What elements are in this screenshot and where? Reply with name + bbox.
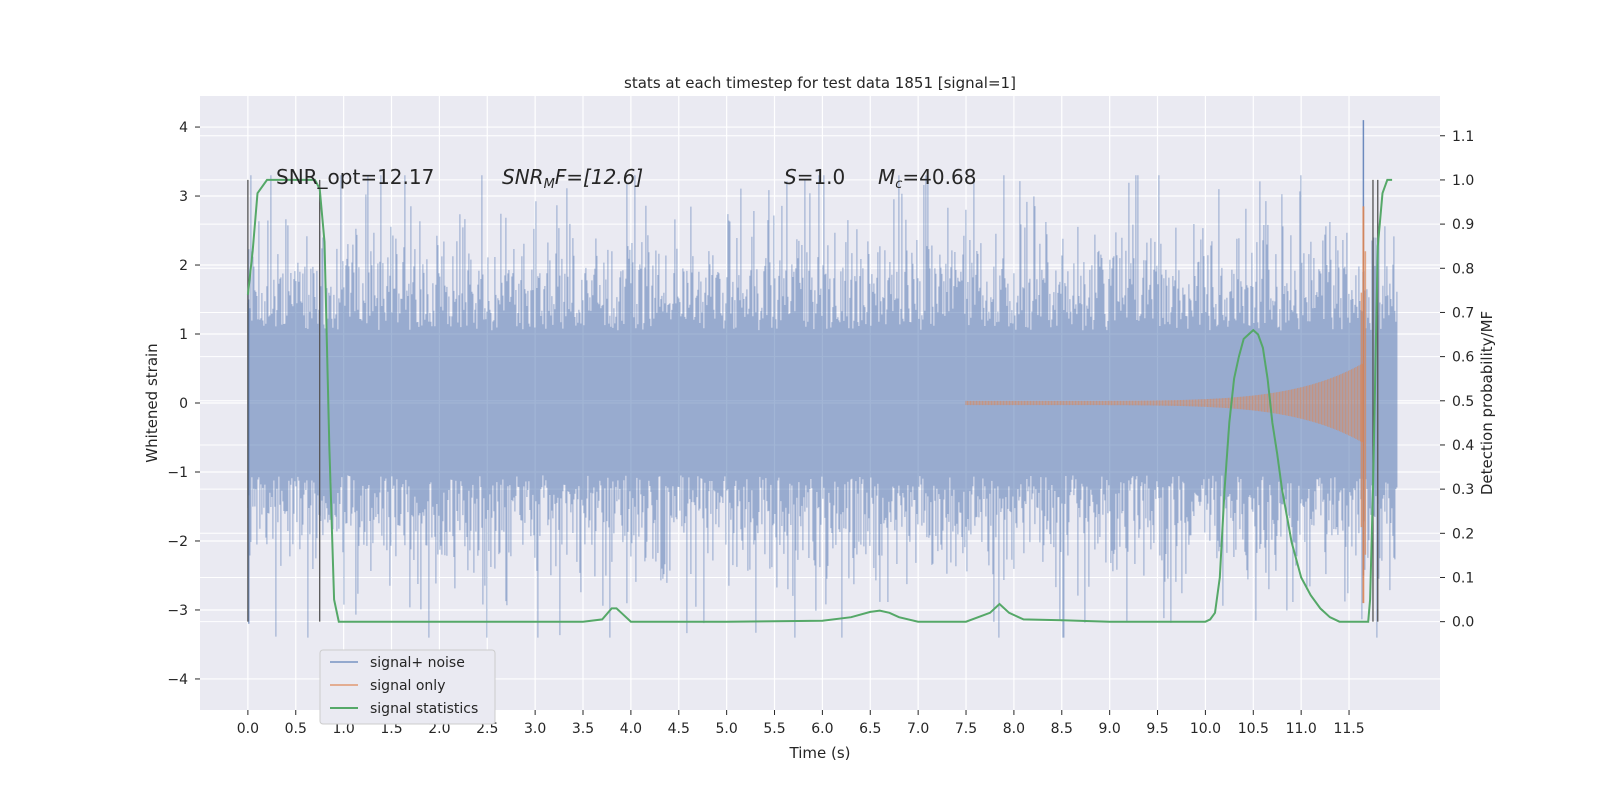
y-tick-label: 1 (179, 327, 188, 343)
y2-tick-label: 0.5 (1452, 394, 1474, 410)
y2-tick-label: 0.0 (1452, 615, 1474, 631)
x-tick-label: 10.5 (1238, 721, 1269, 737)
x-tick-label: 7.0 (907, 721, 929, 737)
x-tick-label: 0.5 (285, 721, 307, 737)
y-tick-label: 2 (179, 258, 188, 274)
y-tick-label: −1 (167, 465, 188, 481)
signal-noise-series (247, 120, 1398, 638)
x-tick-label: 11.0 (1286, 721, 1317, 737)
y2-tick-label: 0.8 (1452, 261, 1474, 277)
annotation-mc: Mc=40.68 (878, 165, 976, 192)
y-axis-ticks: 4 3 2 1 0 −1 −2 −3 −4 (167, 120, 200, 688)
x-tick-label: 4.5 (668, 721, 690, 737)
x-tick-label: 1.5 (380, 721, 402, 737)
legend: signal+ noise signal only signal statist… (319, 649, 496, 725)
y-tick-label: −2 (167, 534, 188, 550)
x-tick-label: 8.5 (1051, 721, 1073, 737)
signal-statistics-line (246, 178, 1393, 623)
x-tick-label: 6.0 (811, 721, 833, 737)
x-tick-label: 9.0 (1099, 721, 1121, 737)
y-axis-title: Whitened strain (143, 343, 161, 462)
x-tick-label: 6.5 (859, 721, 881, 737)
x-tick-label: 5.5 (763, 721, 785, 737)
x-tick-label: 10.0 (1190, 721, 1221, 737)
y2-tick-label: 0.4 (1452, 438, 1474, 454)
x-tick-label: 0.0 (237, 721, 259, 737)
y2-axis-ticks: 1.1 1.0 0.9 0.8 0.7 0.6 0.5 0.4 0.3 0.2 0.1 0.0 (1440, 129, 1474, 631)
annotation-s: S=1.0 (784, 165, 845, 189)
legend-label-signal-only: signal only (370, 678, 445, 694)
x-tick-label: 8.0 (1003, 721, 1025, 737)
x-tick-label: 7.5 (955, 721, 977, 737)
x-tick-label: 3.5 (572, 721, 594, 737)
x-tick-label: 2.0 (428, 721, 450, 737)
y2-tick-label: 0.3 (1452, 482, 1474, 498)
x-tick-label: 1.0 (332, 721, 354, 737)
y-tick-label: −4 (167, 672, 188, 688)
x-tick-label: 5.0 (716, 721, 738, 737)
y-tick-label: 3 (179, 189, 188, 205)
x-axis-ticks: 0.0 0.5 1.0 1.5 2.0 2.5 3.0 3.5 4.0 4.5 5.0 5.5 6.0 6… (237, 710, 1365, 737)
chart-title: stats at each timestep for test data 185… (624, 74, 1016, 92)
y-tick-label: −3 (167, 603, 188, 619)
x-tick-label: 3.0 (524, 721, 546, 737)
signal-only-series (965, 206, 1367, 604)
y2-tick-label: 0.2 (1452, 526, 1474, 542)
y2-tick-label: 0.6 (1452, 350, 1474, 366)
y-tick-label: 4 (179, 120, 188, 136)
legend-label-signal-noise: signal+ noise (370, 655, 465, 671)
y2-tick-label: 0.7 (1452, 305, 1474, 321)
legend-label-signal-statistics: signal statistics (370, 701, 478, 717)
legend-box (319, 649, 496, 725)
y2-tick-label: 0.1 (1452, 570, 1474, 586)
y2-tick-label: 1.1 (1452, 129, 1474, 145)
x-tick-label: 11.5 (1333, 721, 1364, 737)
y2-tick-label: 0.9 (1452, 217, 1474, 233)
annotation-snr-mf: SNRMF=[12.6] (502, 165, 643, 192)
x-tick-label: 4.0 (620, 721, 642, 737)
annotation-snr-opt: SNR_opt=12.17 (276, 165, 434, 189)
x-tick-label: 2.5 (476, 721, 498, 737)
y2-axis-title: Detection probability/MF (1478, 311, 1496, 495)
x-axis-title: Time (s) (789, 744, 851, 762)
y2-tick-label: 1.0 (1452, 173, 1474, 189)
y-tick-label: 0 (179, 396, 188, 412)
x-tick-label: 9.5 (1146, 721, 1168, 737)
